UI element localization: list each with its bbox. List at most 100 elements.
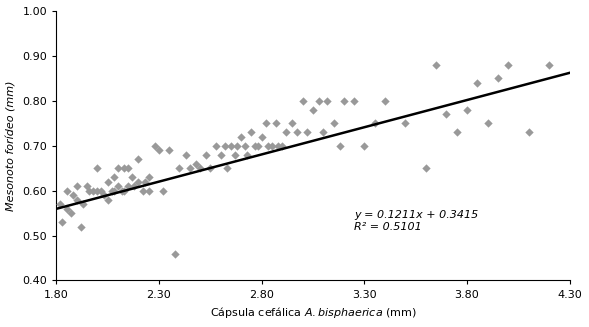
Point [72, 197, 81, 202]
Point [62, 188, 71, 193]
Point [335, 143, 345, 148]
Point [113, 183, 123, 189]
Point [240, 143, 250, 148]
Point [282, 129, 291, 135]
Point [253, 143, 262, 148]
Point [99, 193, 108, 198]
Point [181, 152, 190, 157]
Point [138, 188, 147, 193]
Point [493, 76, 502, 81]
Point [504, 62, 513, 67]
Point [68, 193, 77, 198]
Point [164, 147, 174, 153]
Point [144, 188, 153, 193]
Point [243, 152, 252, 157]
Point [62, 206, 71, 211]
Point [84, 188, 94, 193]
Point [56, 201, 65, 207]
Text: y = 0.1211x + 0.3415
R² = 0.5101: y = 0.1211x + 0.3415 R² = 0.5101 [354, 210, 478, 232]
Point [171, 251, 180, 256]
Point [134, 179, 143, 184]
Point [360, 143, 369, 148]
Point [109, 188, 118, 193]
Point [191, 161, 201, 166]
Point [212, 143, 221, 148]
Point [272, 121, 281, 126]
Point [432, 62, 441, 67]
Point [524, 129, 533, 135]
Point [329, 121, 338, 126]
Point [380, 98, 389, 103]
Point [107, 188, 117, 193]
Point [315, 98, 324, 103]
Y-axis label: Mesonoto forídeo (mm): Mesonoto forídeo (mm) [7, 80, 17, 211]
Point [263, 143, 273, 148]
Point [82, 183, 92, 189]
Point [109, 175, 118, 180]
Point [185, 165, 194, 171]
Point [339, 98, 349, 103]
Point [247, 129, 256, 135]
Point [66, 211, 75, 216]
Point [92, 165, 102, 171]
Point [206, 165, 215, 171]
Point [232, 143, 241, 148]
Point [226, 143, 236, 148]
Point [120, 188, 129, 193]
Point [230, 152, 240, 157]
Point [349, 98, 359, 103]
Point [216, 152, 225, 157]
Point [236, 134, 246, 139]
Point [154, 147, 164, 153]
Point [222, 165, 231, 171]
Point [220, 143, 229, 148]
Point [257, 134, 266, 139]
Point [277, 143, 287, 148]
Point [158, 188, 168, 193]
Point [58, 219, 67, 225]
Point [308, 107, 317, 112]
Point [134, 157, 143, 162]
Point [72, 183, 81, 189]
Point [128, 175, 137, 180]
Point [298, 98, 307, 103]
Point [267, 143, 277, 148]
Point [292, 129, 301, 135]
Point [124, 165, 133, 171]
Point [78, 201, 88, 207]
Point [76, 224, 85, 229]
Point [113, 165, 123, 171]
Point [144, 175, 153, 180]
Point [196, 165, 205, 171]
Point [120, 165, 129, 171]
Point [103, 179, 112, 184]
Point [251, 143, 260, 148]
Point [323, 98, 332, 103]
Point [472, 80, 482, 85]
Point [130, 183, 139, 189]
Point [261, 121, 270, 126]
Point [150, 143, 160, 148]
Point [421, 165, 431, 171]
Point [370, 121, 379, 126]
Point [401, 121, 410, 126]
Point [175, 165, 184, 171]
Point [288, 121, 297, 126]
Point [140, 179, 149, 184]
Point [452, 129, 461, 135]
Point [319, 129, 328, 135]
X-axis label: Cápsula cefálica $\it{A. bisphaerica}$ (mm): Cápsula cefálica $\it{A. bisphaerica}$ (… [210, 305, 416, 320]
Point [92, 188, 102, 193]
Point [117, 188, 127, 193]
Point [273, 143, 283, 148]
Point [97, 188, 106, 193]
Point [483, 121, 492, 126]
Point [124, 183, 133, 189]
Point [462, 107, 472, 112]
Point [442, 112, 451, 117]
Point [302, 129, 312, 135]
Point [201, 152, 211, 157]
Point [103, 197, 112, 202]
Point [544, 62, 554, 67]
Point [88, 188, 98, 193]
